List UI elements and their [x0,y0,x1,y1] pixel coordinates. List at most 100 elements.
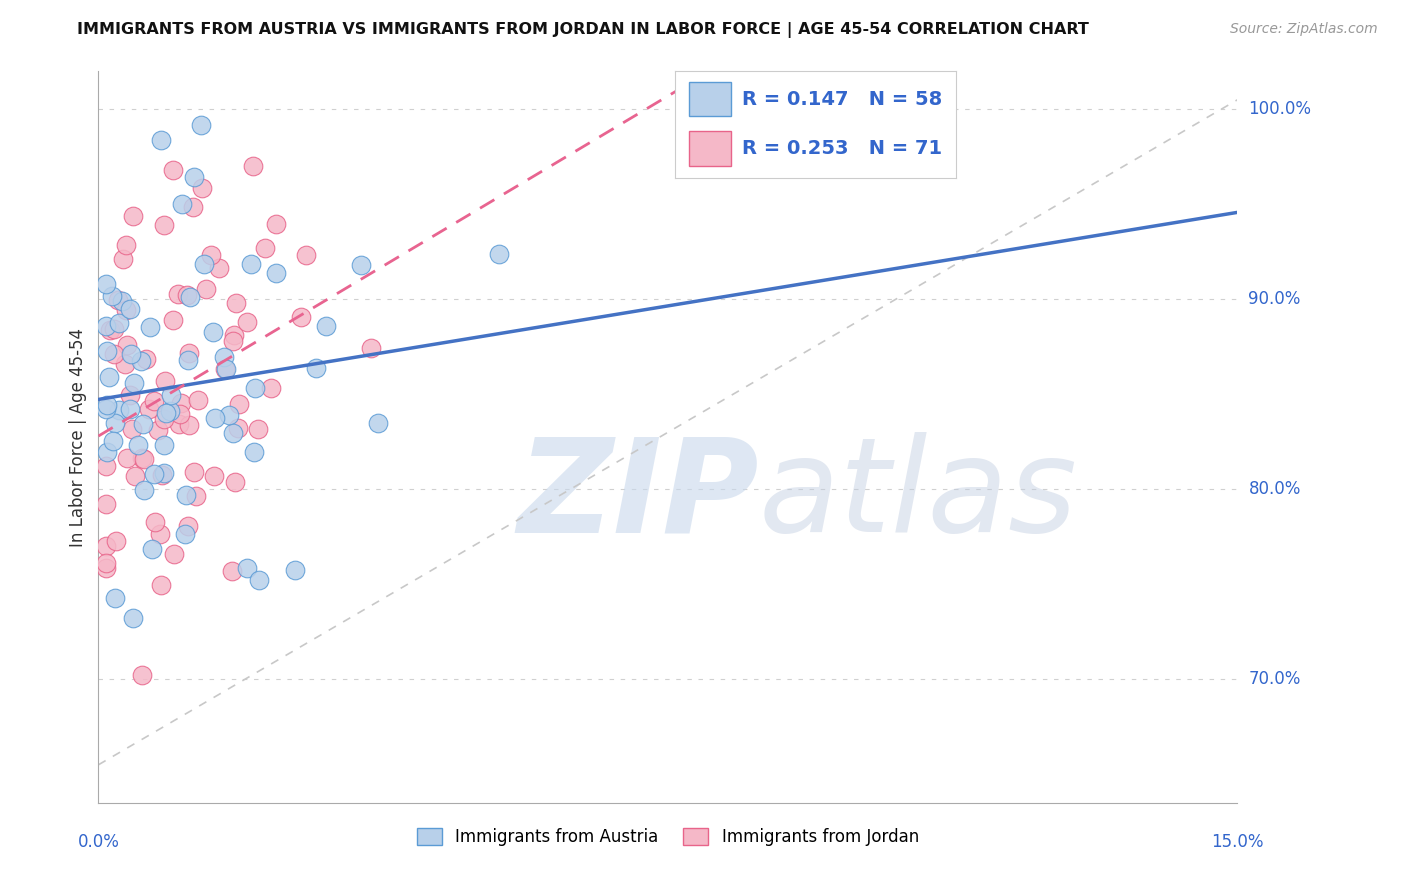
Point [215,361,238,376]
Point [139,320,162,334]
Point [174,488,197,502]
Point [122,611,145,625]
Point [222,334,245,348]
Point [94,497,117,511]
Point [153,438,176,452]
Text: R = 0.147   N = 58: R = 0.147 N = 58 [742,90,942,109]
Point [104,591,127,605]
Point [186,489,208,503]
Point [107,293,129,308]
Point [167,287,190,301]
Point [226,421,249,435]
Point [105,533,128,548]
Text: atlas: atlas [759,432,1078,559]
Point [179,290,201,304]
Point [153,466,176,480]
Point [131,417,153,432]
Point [121,422,143,436]
Point [224,475,246,489]
Point [150,133,173,147]
Point [224,327,246,342]
Point [179,417,201,432]
Point [240,257,263,271]
Point [167,417,190,431]
Point [131,450,153,465]
Text: R = 0.253   N = 71: R = 0.253 N = 71 [742,139,942,158]
Point [104,416,127,430]
Point [111,294,134,309]
Point [228,396,250,410]
Point [118,388,141,402]
Point [488,247,510,261]
Point [225,296,247,310]
Point [181,201,204,215]
Point [141,542,163,557]
Point [155,405,177,419]
Point [315,319,337,334]
Point [284,563,307,577]
Point [114,303,136,318]
Point [143,515,166,529]
Point [159,388,181,402]
Point [120,347,142,361]
Text: 80.0%: 80.0% [1249,480,1301,499]
Point [101,288,124,302]
Point [120,302,142,317]
Point [218,409,240,423]
Point [135,351,157,366]
Point [305,361,328,376]
Point [96,398,118,412]
Point [122,209,145,223]
Text: 100.0%: 100.0% [1249,101,1312,119]
Point [146,423,169,437]
Point [264,217,287,231]
Point [150,468,173,483]
Point [107,402,129,417]
Point [96,556,118,570]
Point [124,376,146,390]
Text: 0.0%: 0.0% [77,833,120,851]
Point [172,197,194,211]
Y-axis label: In Labor Force | Age 45-54: In Labor Force | Age 45-54 [69,327,87,547]
Point [118,401,141,416]
Point [170,396,193,410]
Point [149,527,172,541]
Point [94,401,117,416]
Text: 70.0%: 70.0% [1249,670,1301,689]
Text: 15.0%: 15.0% [1211,833,1264,851]
Point [260,381,283,395]
Point [208,260,231,275]
Point [187,392,209,407]
Point [176,288,198,302]
Point [124,468,146,483]
Point [204,411,226,425]
Point [143,393,166,408]
Point [177,352,200,367]
Point [243,444,266,458]
Point [103,321,125,335]
Point [117,451,139,466]
Point [264,266,287,280]
Point [94,539,117,553]
Point [246,422,269,436]
Point [129,354,152,368]
Point [138,401,160,416]
Point [222,426,245,441]
Point [94,277,117,292]
Point [98,323,121,337]
Point [131,668,153,682]
Point [98,369,121,384]
Point [295,248,318,262]
Point [150,578,173,592]
Text: 90.0%: 90.0% [1249,290,1301,309]
Point [242,159,264,173]
Point [190,118,212,132]
Point [245,381,267,395]
Point [153,219,176,233]
Text: Source: ZipAtlas.com: Source: ZipAtlas.com [1230,22,1378,37]
Point [194,282,217,296]
Point [132,483,155,497]
Point [367,416,389,430]
Point [142,467,165,481]
Point [214,350,236,364]
